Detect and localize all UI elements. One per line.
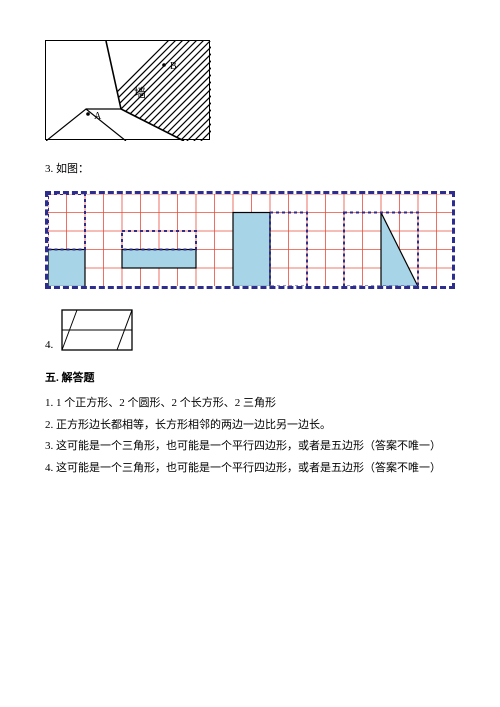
answers-list: 1. 1 个正方形、2 个圆形、2 个长方形、2 三角形 2. 正方形边长都相等，… — [45, 395, 455, 477]
answer-item: 3. 这可能是一个三角形，也可能是一个平行四边形，或者是五边形（答案不唯一） — [45, 438, 455, 456]
answer-item: 4. 这可能是一个三角形，也可能是一个平行四边形，或者是五边形（答案不唯一） — [45, 460, 455, 478]
answer-item: 2. 正方形边长都相等，长方形相邻的两边一边比另一边长。 — [45, 417, 455, 435]
point-a-label: A — [94, 111, 102, 122]
wall-label: 墙 — [134, 86, 146, 100]
section5-heading: 五. 解答题 — [45, 369, 455, 385]
q3-label: 3. 如图： — [45, 160, 455, 176]
q4-row: 4. — [45, 309, 455, 351]
answer-item: 1. 1 个正方形、2 个圆形、2 个长方形、2 三角形 — [45, 395, 455, 413]
grid-figure — [45, 191, 455, 289]
grid-svg — [48, 194, 452, 286]
wall-svg: A B 墙 — [46, 41, 211, 141]
parallelogram-svg — [61, 309, 133, 351]
wall-figure: A B 墙 — [45, 40, 210, 140]
q4-label: 4. — [45, 339, 53, 351]
point-b-label: B — [170, 61, 177, 72]
